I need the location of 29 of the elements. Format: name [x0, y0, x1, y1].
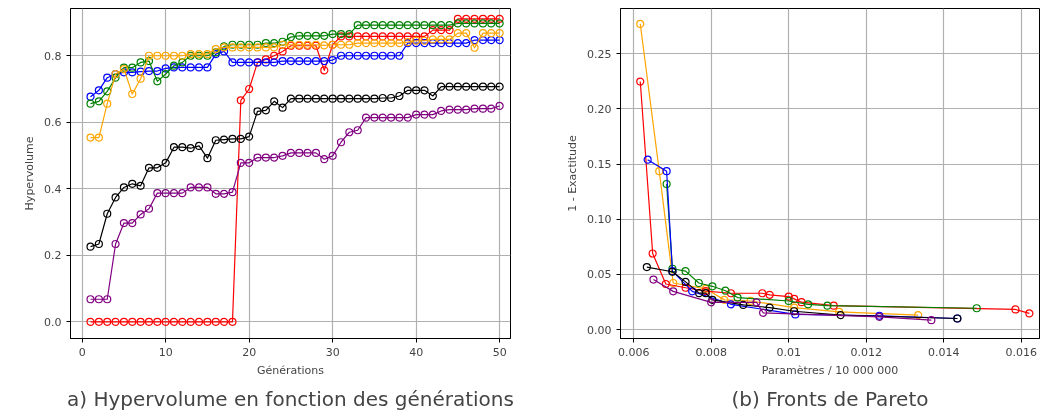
x-tick-label: 20 [242, 345, 257, 359]
y-tick-label: 0.6 [44, 116, 62, 130]
y-tick-label: 0.20 [587, 102, 612, 116]
y-tick-label: 0.00 [587, 323, 612, 337]
text: a) Hypervolume en fonction des générations [67, 386, 514, 411]
y-axis-title: Hypervolume [23, 136, 37, 211]
x-tick-label: 0.01 [776, 345, 801, 359]
y-tick-label: 0.0 [44, 315, 62, 329]
y-tick-label: 0.2 [44, 249, 62, 263]
x-tick-label: 30 [325, 345, 340, 359]
x-tick-label: 40 [409, 345, 424, 359]
y-tick-label: 0.10 [587, 213, 612, 227]
x-tick-label: 0.016 [1005, 345, 1038, 359]
x-tick-label: 0.008 [695, 345, 727, 359]
x-tick-label: 50 [492, 345, 507, 359]
y-tick-label: 0.05 [587, 268, 612, 282]
y-axis-title: 1 - Exactitude [566, 134, 580, 212]
x-tick-label: 10 [158, 345, 173, 359]
x-tick-label: 0.014 [928, 345, 960, 359]
text: (b) Fronts de Pareto [731, 386, 929, 411]
x-tick-label: 0.012 [850, 345, 882, 359]
y-tick-label: 0.15 [587, 158, 612, 172]
x-axis-title: Générations [256, 363, 325, 377]
y-tick-label: 0.8 [44, 49, 62, 63]
x-tick-label: 0.006 [617, 345, 650, 359]
y-tick-label: 0.25 [587, 47, 612, 61]
x-axis-title: Paramètres / 10 000 000 [761, 363, 899, 377]
y-tick-label: 0.4 [44, 182, 62, 196]
x-tick-label: 0 [78, 345, 86, 359]
